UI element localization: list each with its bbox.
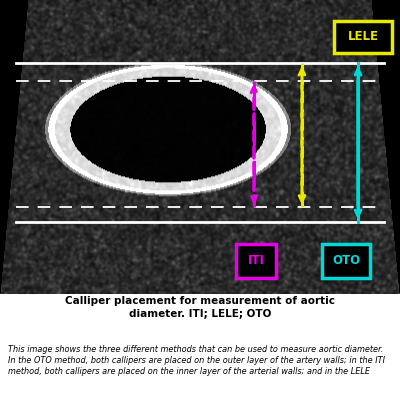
FancyBboxPatch shape <box>236 244 276 278</box>
Text: Calliper placement for measurement of aortic
diameter. ITI; LELE; OTO: Calliper placement for measurement of ao… <box>65 296 335 319</box>
Text: OTO: OTO <box>332 254 360 268</box>
Text: ITI: ITI <box>248 254 264 268</box>
FancyBboxPatch shape <box>334 20 392 53</box>
Text: This image shows the three different methods that can be used to measure aortic : This image shows the three different met… <box>8 345 385 376</box>
FancyBboxPatch shape <box>322 244 370 278</box>
Text: LELE: LELE <box>348 30 378 43</box>
